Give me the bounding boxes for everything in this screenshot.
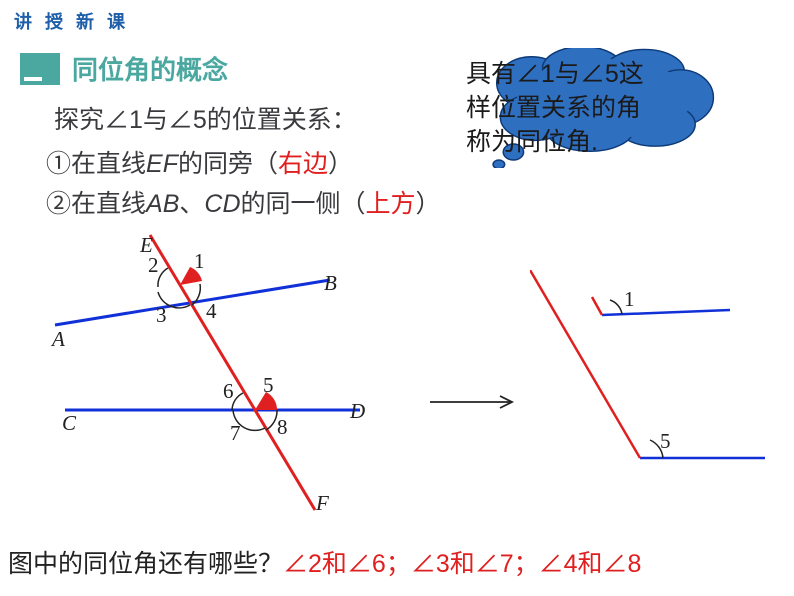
c2-d: 、 (179, 190, 204, 218)
label-3: 3 (156, 303, 167, 327)
label-A: A (50, 327, 65, 351)
section-header: 同位角的概念 (20, 50, 228, 87)
condition-2: ②在直线AB、CD的同一侧（上方） (46, 186, 441, 224)
section-bullet (20, 53, 60, 85)
cloud-line3: 称为同位角. (466, 128, 598, 156)
label-B: B (324, 271, 337, 295)
main-diagram: E B A C D F 1 2 3 4 5 6 7 8 (40, 230, 390, 530)
label-1: 1 (194, 249, 205, 273)
label-5: 5 (263, 373, 274, 397)
c2-ab: AB (146, 190, 179, 218)
arrow-icon (430, 395, 520, 409)
cloud-line2: 样位置关系的角 (466, 94, 641, 122)
right-label-5: 5 (660, 429, 671, 453)
section-title: 同位角的概念 (72, 50, 228, 87)
cloud-line1: 具有∠1与∠5这 (466, 60, 644, 88)
c1-mid: 的同旁（ (178, 150, 278, 178)
c1-red: 右边 (278, 150, 328, 178)
c2-pre: ②在直线 (46, 190, 146, 218)
label-C: C (62, 411, 77, 435)
label-6: 6 (223, 379, 234, 403)
simplified-diagram: 1 5 (530, 270, 770, 490)
label-F: F (315, 491, 329, 515)
c2-cd: CD (204, 190, 240, 218)
c1-end: ） (328, 150, 353, 178)
c2-end: ） (416, 190, 441, 218)
condition-1: ①在直线EF的同旁（右边） (46, 146, 353, 184)
explore-heading: 探究∠1与∠5的位置关系： (54, 102, 357, 140)
c1-pre: ①在直线 (46, 150, 146, 178)
cloud-text: 具有∠1与∠5这 样位置关系的角 称为同位角. (466, 58, 741, 159)
c1-ef: EF (146, 150, 178, 178)
lesson-header: 讲 授 新 课 (14, 8, 129, 34)
c2-red: 上方 (366, 190, 416, 218)
label-7: 7 (230, 421, 241, 445)
answer-text: ∠2和∠6；∠3和∠7；∠4和∠8 (283, 550, 641, 578)
label-4: 4 (206, 299, 217, 323)
label-2: 2 (148, 253, 159, 277)
c2-mid: 的同一侧（ (241, 190, 366, 218)
right-label-1: 1 (624, 287, 635, 311)
label-8: 8 (277, 415, 288, 439)
question-text: 图中的同位角还有哪些？ (8, 550, 283, 578)
bottom-question: 图中的同位角还有哪些？∠2和∠6；∠3和∠7；∠4和∠8 (8, 544, 641, 580)
label-D: D (349, 399, 365, 423)
